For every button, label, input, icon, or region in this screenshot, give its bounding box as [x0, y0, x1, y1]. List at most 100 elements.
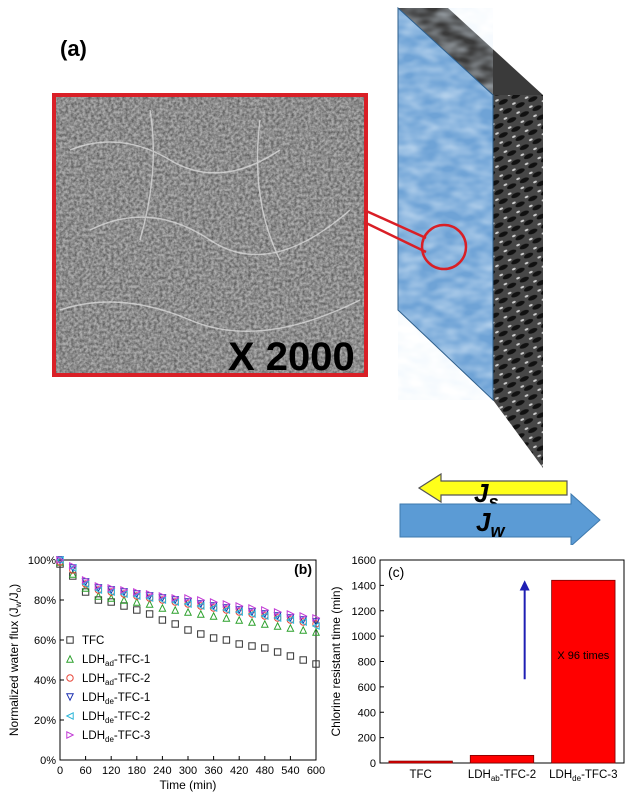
legend-text-sub: de	[105, 716, 114, 725]
data-point-b	[145, 610, 154, 618]
data-point-b	[183, 607, 193, 616]
panel-b-label: (b)	[294, 561, 312, 577]
legend-entry-b: LDHde-TFC-1	[82, 692, 150, 706]
data-point-b	[171, 620, 179, 628]
x-tick-label-b: 240	[153, 765, 171, 777]
data-point-b	[119, 589, 128, 599]
svg-text:Js: Js	[474, 478, 498, 512]
data-point-b	[286, 609, 295, 619]
legend-text-end: -TFC-1	[114, 692, 150, 704]
category-label-c: LDHab-TFC-2	[468, 769, 536, 783]
data-point-b	[132, 597, 141, 606]
y-label-main-b: Normalized water flux (J	[7, 607, 21, 736]
y-tick-label-c: 0	[370, 758, 376, 770]
data-point-b	[94, 596, 103, 604]
data-point-b	[183, 599, 192, 609]
data-point-b	[196, 601, 205, 611]
x-axis-label-b: Time (min)	[160, 778, 217, 792]
series-b-LDHde-TFC-2	[55, 555, 320, 631]
data-point-b	[247, 609, 256, 619]
annotation-text-c: X 96 times	[557, 650, 609, 662]
panel-a-illustration: X 2000 Js Jw	[52, 6, 601, 545]
legend-marker-b	[65, 693, 75, 702]
legend-text-sub: de	[105, 735, 114, 744]
data-point-b	[158, 616, 167, 624]
x-tick-label-b: 420	[230, 765, 248, 777]
data-point-b	[68, 569, 77, 578]
data-point-b	[171, 593, 180, 603]
legend-marker-b	[66, 674, 74, 682]
y-tick-label-b: 0%	[40, 755, 56, 767]
data-point-b	[235, 640, 243, 648]
data-point-b	[94, 585, 103, 595]
legend-text-end: -TFC-2	[114, 711, 150, 723]
data-point-b	[248, 603, 257, 613]
data-point-b	[81, 575, 90, 585]
magnification-label: X 2000	[228, 335, 355, 379]
data-point-b	[209, 611, 218, 620]
data-point-b	[234, 607, 243, 617]
bar-TFC	[388, 760, 453, 764]
data-point-b	[209, 603, 218, 613]
data-point-b	[197, 595, 206, 605]
legend-text-sub: de	[105, 697, 114, 706]
data-point-b	[133, 606, 141, 614]
data-point-b	[68, 563, 77, 573]
legend-text-main: LDH	[82, 673, 105, 685]
x-tick-label-b: 0	[57, 765, 63, 777]
data-point-b	[235, 615, 244, 624]
sem-inset	[52, 93, 368, 377]
chart-c-chlorine-resistance: (c) 0 200 400 600 800 1000 1200 1400 1600 Chlorine…	[330, 555, 625, 783]
data-point-b	[222, 636, 231, 644]
data-point-b	[273, 648, 282, 656]
x-tick-label-b: 180	[128, 765, 146, 777]
data-point-b	[107, 598, 115, 606]
category-text-main: LDH	[549, 769, 572, 781]
y-tick-label-c: 400	[358, 707, 376, 719]
category-text-sub: ab	[491, 774, 500, 783]
data-point-b	[260, 619, 269, 628]
js-arrow	[417, 472, 568, 504]
data-point-b	[298, 617, 307, 627]
data-point-b	[235, 601, 244, 611]
data-point-b	[184, 593, 193, 603]
y-tick-label-c: 800	[358, 657, 376, 669]
y-tick-label-c: 1400	[352, 580, 376, 592]
data-point-b	[69, 561, 78, 571]
legend-text-main: LDH	[82, 711, 105, 723]
y-label-end-b: )	[7, 584, 21, 588]
data-point-b	[197, 630, 205, 638]
data-point-b	[311, 618, 321, 627]
data-point-b	[273, 607, 282, 617]
data-point-b	[196, 609, 205, 618]
data-point-b	[299, 611, 308, 621]
data-point-b	[94, 581, 103, 591]
x-tick-label-b: 60	[79, 765, 91, 777]
data-point-b	[222, 599, 231, 609]
data-point-b	[311, 621, 320, 631]
annotation-arrowhead-c	[519, 580, 530, 591]
jw-sub: w	[490, 521, 505, 541]
y-tick-label-b: 40%	[34, 675, 56, 687]
data-point-b	[311, 627, 321, 636]
data-point-b	[247, 617, 257, 626]
data-point-b	[248, 642, 256, 650]
legend-entry-b: TFC	[82, 635, 104, 647]
data-point-b	[106, 587, 115, 597]
data-point-b	[94, 591, 103, 600]
y-tick-label-c: 600	[358, 682, 376, 694]
zoom-circle	[420, 223, 468, 271]
legend-text-sub: ad	[105, 678, 114, 687]
data-point-b	[145, 599, 154, 608]
x-tick-label-b: 480	[256, 765, 274, 777]
y-label-mid-b: /J	[7, 592, 21, 601]
legend-text-main: LDH	[82, 654, 105, 666]
membrane-top	[398, 8, 543, 95]
data-point-b	[261, 605, 270, 615]
data-point-b	[132, 591, 141, 601]
legend-text-sub: ad	[105, 659, 114, 668]
y-tick-label-c: 1200	[352, 606, 376, 618]
data-point-b	[81, 579, 90, 589]
js-label: J	[474, 478, 489, 508]
legend-entry-b: LDHad-TFC-1	[82, 654, 150, 668]
